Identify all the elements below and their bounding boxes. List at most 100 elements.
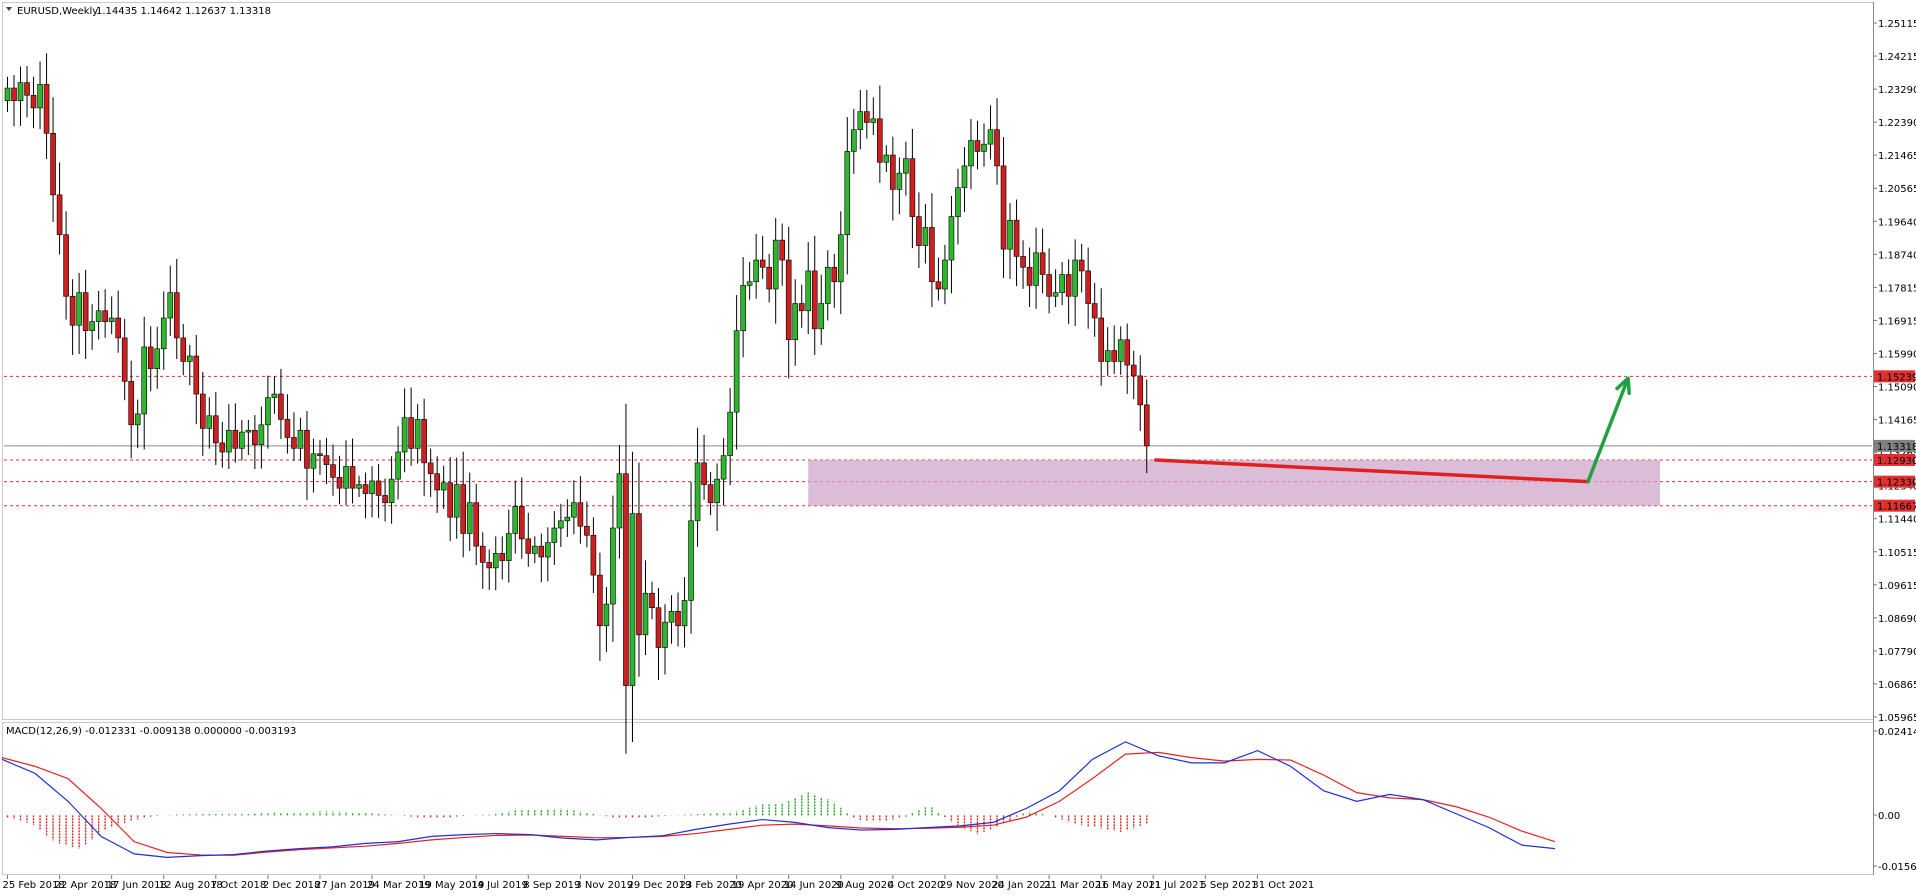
candle-body [1046,274,1052,297]
candle-body [499,553,506,561]
macd-axis-label: 0.00 [1878,811,1900,822]
candle-body [304,429,310,469]
date-label: 4 Oct 2020 [888,880,943,891]
candle-body [811,270,818,330]
candle-body [890,154,896,190]
candle-body [714,478,720,503]
chart-header: EURUSD,Weekly 1.14435 1.14642 1.12637 1.… [6,6,271,17]
candle-body [375,480,382,496]
candle-body [955,187,961,217]
candle-body [1033,252,1039,286]
candle-body [1000,165,1007,250]
candle-body [629,513,636,686]
candle-body [297,429,304,449]
candle-body [206,415,213,429]
price-tags: 1.15239 1.12930 1.12330 1.11667 1.13318 [1874,370,1916,513]
candle-body [642,592,649,636]
candle-body [43,84,50,134]
candle-body [56,194,63,235]
candle-body [616,473,623,529]
candle-body [17,82,24,102]
date-label: 5 Sep 2021 [1200,880,1257,891]
support-zone-rect [808,459,1660,506]
date-label: 2 Dec 2018 [263,880,321,891]
candle-body [538,545,545,558]
candle-body [766,266,772,290]
candle-body [382,495,388,503]
macd-pane-frame [2,722,1874,875]
candle-body [414,419,421,449]
candle-body [343,466,349,489]
price-tick-label: 1.24215 [1878,52,1916,63]
candle-body [831,266,838,283]
candle-body [929,227,935,283]
macd-lines [1,741,1556,858]
candle-body [408,417,414,449]
collapse-triangle-icon[interactable] [6,7,12,11]
candle-body [968,140,974,167]
candle-body [636,513,642,636]
candle-body [167,292,174,319]
candle-body [239,431,245,449]
projection-arrows [1154,376,1631,484]
candle-body [610,527,616,605]
candle-body [649,592,655,609]
candle-body [1130,364,1137,377]
candle-body [147,346,154,369]
signal-line [1,751,1556,856]
candle-body [401,417,408,453]
candle-body [824,266,831,304]
price-tick-label: 1.15990 [1878,349,1916,360]
candle-body [1078,259,1085,272]
candle-body [278,393,284,420]
candle-body [466,502,473,534]
date-label: 16 May 2021 [1096,880,1161,891]
price-tick-label: 1.08690 [1878,614,1916,625]
price-tick-label: 1.11440 [1878,515,1916,526]
candle-body [668,611,675,623]
candle-body [1007,219,1013,250]
candle-body [798,303,805,312]
date-label: 17 Jun 2018 [107,880,167,891]
candle-body [24,82,30,96]
macd-axis-label: -0.015601 [1878,862,1916,873]
price-tick-label: 1.25115 [1878,19,1916,30]
candle-body [323,455,330,465]
level-tag-label: 1.15239 [1877,372,1916,383]
candle-body [427,462,434,475]
candle-body [284,419,291,438]
candle-body [870,118,877,123]
date-label: 29 Dec 2019 [627,880,691,891]
candle-body [974,140,981,152]
level-tag-label: 1.11667 [1877,502,1916,513]
candles [4,53,1150,754]
candle-body [837,234,844,283]
level-tag-bg [1874,453,1915,466]
price-tick-label: 1.18740 [1878,250,1916,261]
candle-body [883,154,890,163]
candle-body [128,381,134,426]
candle-body [271,393,278,398]
date-label: 23 Feb 2020 [680,880,742,891]
candle-body [473,502,480,547]
candle-body [779,239,785,261]
candle-body [362,484,369,494]
price-tick-label: 1.10515 [1878,548,1916,559]
candle-body [252,429,258,446]
candle-body [213,415,219,444]
candle-body [792,303,799,341]
support-zone [808,459,1660,506]
current-price-tag-bg [1874,439,1915,452]
candle-body [909,158,916,217]
date-label: 12 Aug 2018 [159,880,223,891]
candle-body [545,542,551,558]
candle-body [987,129,994,145]
candle-body [896,172,903,190]
price-tick-label: 1.09615 [1878,581,1916,592]
candle-body [864,111,870,123]
candle-body [532,545,538,554]
candle-body [421,419,427,464]
candle-body [850,129,857,152]
date-label: 29 Nov 2020 [940,880,1004,891]
